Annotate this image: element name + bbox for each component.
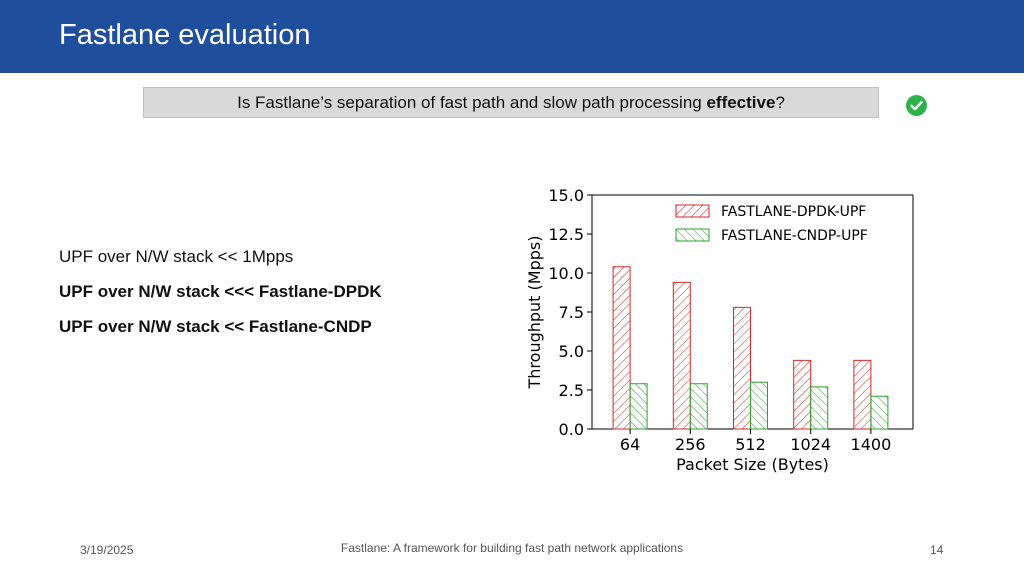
y-tick-label: 10.0: [548, 264, 584, 283]
bar: [810, 386, 829, 430]
bar: [672, 281, 691, 430]
legend-swatch: [675, 204, 710, 218]
x-tick-label: 64: [620, 435, 640, 454]
page-number: 14: [930, 543, 944, 557]
x-tick-label: 512: [735, 435, 766, 454]
legend-label: FASTLANE-CNDP-UPF: [721, 228, 868, 244]
legend-swatch: [675, 228, 710, 242]
x-tick-label: 256: [675, 435, 706, 454]
x-tick-label: 1024: [790, 435, 831, 454]
legend-label: FASTLANE-DPDK-UPF: [721, 204, 866, 220]
y-tick-label: 5.0: [559, 342, 584, 361]
bullet-item: UPF over N/W stack << Fastlane-CNDP: [59, 317, 372, 336]
bar: [870, 395, 889, 430]
footer-caption: Fastlane: A framework for building fast …: [340, 541, 684, 555]
y-tick-label: 0.0: [559, 420, 584, 439]
x-tick-label: 1400: [851, 435, 892, 454]
bar: [612, 266, 631, 430]
question-suffix: ?: [775, 92, 785, 112]
bar: [733, 306, 751, 430]
slide-title: Fastlane evaluation: [59, 19, 311, 51]
y-tick-label: 15.0: [548, 186, 584, 205]
y-tick-label: 12.5: [548, 225, 584, 244]
y-tick-label: 7.5: [559, 303, 584, 322]
question-box: Is Fastlane’s separation of fast path an…: [143, 87, 879, 118]
question-emphasis: effective: [706, 92, 776, 112]
footer-date: 3/19/2025: [80, 543, 134, 557]
throughput-bar-chart: 0.0 2.5 5.0 7.5 10.0 12.5 15.0 64 256 512 1024 1400…: [525, 186, 914, 474]
x-axis-label: Packet Size (Bytes): [676, 455, 829, 474]
title-bar: Fastlane evaluation: [0, 0, 1024, 73]
bullet-item: UPF over N/W stack << 1Mpps: [59, 247, 294, 266]
y-tick-label: 2.5: [559, 381, 584, 400]
bullet-item: UPF over N/W stack <<< Fastlane-DPDK: [59, 282, 382, 301]
bar: [793, 359, 812, 430]
bar: [689, 383, 708, 430]
check-circle-icon: [906, 95, 927, 116]
bar: [629, 383, 648, 430]
y-axis-label: Throughput (Mpps): [525, 236, 544, 390]
bar: [853, 359, 872, 430]
bar: [750, 381, 768, 430]
bullet-list: UPF over N/W stack << 1Mpps UPF over N/W…: [59, 246, 382, 351]
question-text: Is Fastlane’s separation of fast path an…: [237, 92, 707, 112]
